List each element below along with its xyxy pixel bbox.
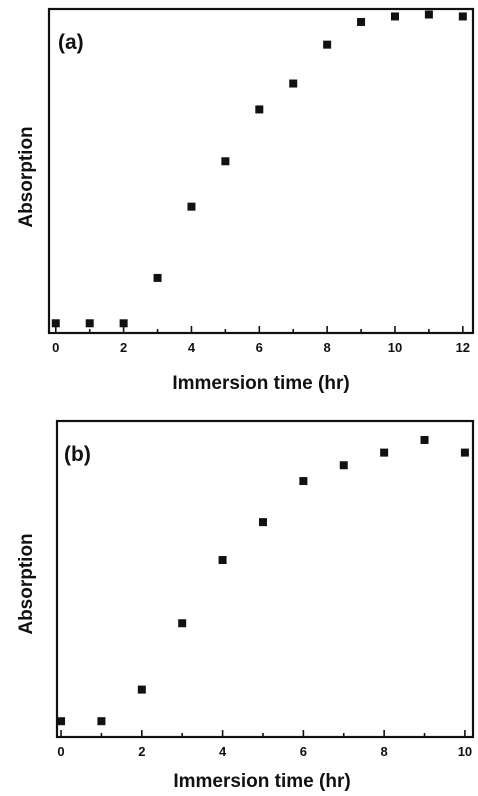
x-tick-label-a: 12 (456, 340, 470, 355)
data-point-b (57, 717, 66, 726)
data-point-b (218, 556, 227, 565)
data-point-a (221, 157, 230, 166)
plot-frame-b (55, 419, 475, 739)
x-ticks-b: 0 2 4 6 8 10 (57, 730, 472, 759)
panel-a: (a) Immersion time (hr) Absorption 0 2 4 6 8… (16, 7, 475, 394)
x-tick-label-b: 6 (300, 744, 307, 759)
data-point-b (460, 448, 469, 457)
data-point-a (119, 319, 128, 328)
data-point-b (420, 435, 429, 444)
x-axis-title-b: Immersion time (hr) (173, 771, 350, 792)
x-tick-label-b: 0 (57, 744, 64, 759)
data-point-a (187, 202, 196, 211)
x-tick-label-a: 6 (256, 340, 263, 355)
x-tick-label-b: 10 (458, 744, 472, 759)
data-points-b (57, 435, 469, 726)
x-tick-label-a: 2 (120, 340, 127, 355)
x-ticks-a: 0 2 4 6 8 10 12 (52, 326, 470, 355)
data-point-a (289, 79, 298, 88)
data-point-a (51, 319, 60, 328)
data-point-b (339, 461, 348, 470)
panel-b: (b) Immersion time (hr) Absorption 0 2 4 6 8… (16, 419, 475, 792)
x-tick-label-a: 4 (188, 340, 196, 355)
data-point-a (153, 273, 162, 282)
panel-label-b: (b) (64, 443, 91, 466)
data-point-a (255, 105, 264, 114)
data-point-b (258, 518, 267, 527)
y-axis-title-b: Absorption (16, 533, 37, 634)
x-axis-title-a: Immersion time (hr) (172, 373, 349, 394)
data-point-a (424, 10, 433, 19)
data-point-b (97, 717, 106, 726)
x-tick-label-a: 8 (324, 340, 331, 355)
data-point-b (299, 477, 308, 486)
data-point-b (380, 448, 389, 457)
data-point-a (357, 17, 366, 26)
data-point-a (458, 12, 467, 21)
y-axis-title-a: Absorption (16, 126, 37, 227)
x-tick-label-b: 8 (381, 744, 388, 759)
panel-label-a: (a) (58, 31, 84, 54)
data-point-a (390, 12, 399, 21)
x-tick-label-a: 10 (388, 340, 402, 355)
data-points-a (51, 10, 467, 328)
data-point-b (178, 619, 187, 628)
data-point-a (85, 319, 94, 328)
data-point-b (137, 685, 146, 694)
x-tick-label-a: 0 (52, 340, 59, 355)
data-point-a (323, 40, 332, 49)
plot-frame-a (47, 7, 475, 335)
x-tick-label-b: 2 (138, 744, 145, 759)
x-tick-label-b: 4 (219, 744, 227, 759)
